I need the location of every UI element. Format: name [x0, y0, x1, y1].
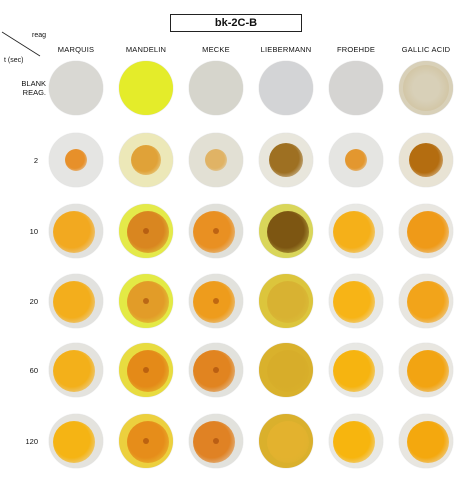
- color-stain: [267, 211, 309, 253]
- reaction-dish: [189, 414, 243, 468]
- dark-center-spot: [213, 228, 219, 234]
- reaction-dish: [399, 414, 453, 468]
- dark-center-spot: [143, 438, 149, 444]
- reaction-dish: [49, 133, 103, 187]
- reaction-dish: [49, 343, 103, 397]
- row-label: 2: [33, 155, 38, 165]
- reaction-dish: [329, 204, 383, 258]
- reaction-dish: [259, 133, 313, 187]
- color-stain: [53, 350, 95, 392]
- dark-center-spot: [143, 228, 149, 234]
- reaction-dish: [49, 61, 103, 115]
- dark-center-spot: [213, 438, 219, 444]
- color-stain: [205, 149, 227, 171]
- color-stain: [407, 281, 449, 323]
- reaction-dish: [189, 204, 243, 258]
- reaction-dish: [399, 133, 453, 187]
- column-header: FROEHDE: [336, 45, 376, 54]
- column-header: MANDELIN: [125, 45, 167, 54]
- reaction-dish: [329, 274, 383, 328]
- color-stain: [345, 149, 367, 171]
- reagent-axis-label: reag: [32, 32, 47, 39]
- reaction-dish: [399, 204, 453, 258]
- color-stain: [131, 145, 161, 175]
- column-header: MECKE: [202, 45, 230, 54]
- reaction-dish: [399, 61, 453, 115]
- reaction-dish: [329, 414, 383, 468]
- reaction-dish: [49, 204, 103, 258]
- reaction-dish: [329, 133, 383, 187]
- color-stain: [409, 143, 443, 177]
- color-stain: [407, 421, 449, 463]
- corner-header: reag t (sec): [0, 30, 56, 70]
- reaction-dish: [399, 343, 453, 397]
- reaction-dish: [49, 414, 103, 468]
- dark-center-spot: [143, 367, 149, 373]
- row-label: 120: [25, 436, 38, 446]
- color-stain: [333, 281, 375, 323]
- dark-center-spot: [143, 298, 149, 304]
- reaction-dish: [259, 274, 313, 328]
- row-label: 10: [29, 226, 38, 236]
- reaction-dish: [259, 414, 313, 468]
- reaction-dish: [189, 61, 243, 115]
- column-header: MARQUIS: [57, 45, 95, 54]
- color-stain: [267, 350, 309, 392]
- color-stain: [53, 421, 95, 463]
- color-stain: [53, 211, 95, 253]
- color-stain: [407, 211, 449, 253]
- row-label: 60: [29, 365, 38, 375]
- reaction-dish: [329, 343, 383, 397]
- reaction-dish: [119, 343, 173, 397]
- color-stain: [333, 211, 375, 253]
- reaction-dish: [189, 274, 243, 328]
- reaction-dish: [259, 343, 313, 397]
- color-stain: [333, 421, 375, 463]
- color-stain: [333, 350, 375, 392]
- reaction-dish: [119, 133, 173, 187]
- time-axis-label: t (sec): [4, 57, 24, 64]
- row-label: BLANK REAG.: [21, 79, 46, 97]
- reaction-dish: [49, 274, 103, 328]
- reaction-dish: [189, 133, 243, 187]
- reaction-dish: [119, 414, 173, 468]
- color-stain: [403, 65, 449, 111]
- corner-diagonal-line: [1, 31, 41, 57]
- color-stain: [53, 281, 95, 323]
- color-stain: [269, 143, 303, 177]
- reaction-dish: [259, 61, 313, 115]
- column-header: GALLIC ACID: [401, 45, 451, 54]
- reaction-dish: [119, 274, 173, 328]
- row-label: 20: [29, 296, 38, 306]
- color-stain: [267, 421, 309, 463]
- reaction-dish: [329, 61, 383, 115]
- reaction-dish: [189, 343, 243, 397]
- column-header: LIEBERMANN: [260, 45, 312, 54]
- color-stain: [267, 281, 309, 323]
- color-stain: [65, 149, 87, 171]
- chart-title: bk-2C-B: [170, 14, 302, 32]
- reaction-dish: [119, 61, 173, 115]
- dark-center-spot: [213, 367, 219, 373]
- color-stain: [407, 350, 449, 392]
- reaction-dish: [259, 204, 313, 258]
- dark-center-spot: [213, 298, 219, 304]
- reaction-dish: [399, 274, 453, 328]
- reaction-dish: [119, 204, 173, 258]
